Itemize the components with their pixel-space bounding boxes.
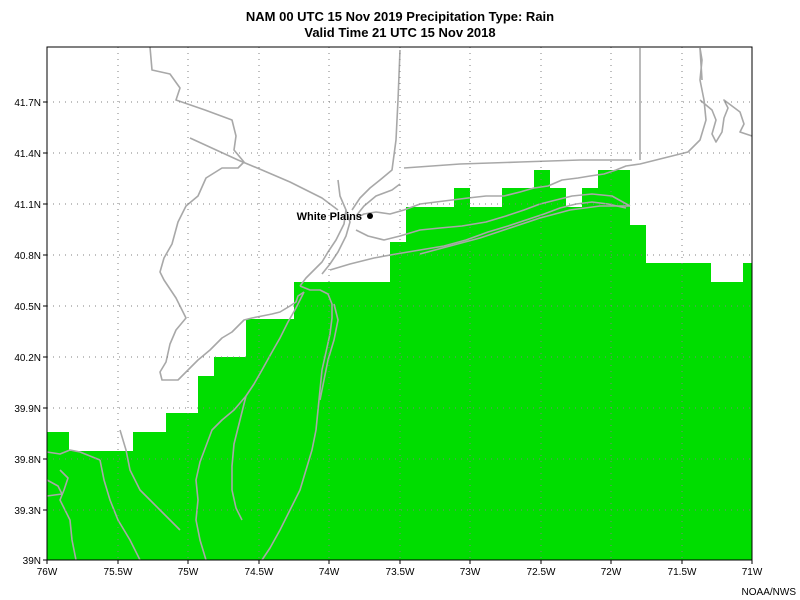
lon-label: 73.5W <box>386 567 415 578</box>
coastline <box>319 303 339 401</box>
coastline <box>261 285 333 561</box>
lat-label: 40.2N <box>14 353 41 364</box>
lon-label: 72W <box>601 567 622 578</box>
longitude-labels: 76W 75.5W 75W 74.5W 74W 73.5W 73W 72.5W 72W 71.5W… <box>37 567 763 578</box>
lon-label: 71.5W <box>668 567 697 578</box>
axis-ticks <box>43 101 753 564</box>
city-marker: White Plains <box>297 211 373 223</box>
state-boundary <box>351 49 401 211</box>
lat-label: 39.8N <box>14 455 41 466</box>
lon-label: 75W <box>178 567 199 578</box>
lon-label: 74.5W <box>245 567 274 578</box>
lon-label: 71W <box>742 567 763 578</box>
lat-label: 39N <box>23 556 41 567</box>
coastline <box>419 205 630 255</box>
map-title: NAM 00 UTC 15 Nov 2019 Precipitation Typ… <box>0 9 800 41</box>
latitude-labels: 41.7N 41.4N 41.1N 40.8N 40.5N 40.2N 39.9N 39.8N… <box>14 98 41 567</box>
lon-label: 72.5W <box>527 567 556 578</box>
delaware-river <box>195 291 305 561</box>
state-boundary <box>699 47 703 81</box>
lat-label: 41.7N <box>14 98 41 109</box>
coastline <box>329 201 627 271</box>
boundary-lines <box>46 46 753 561</box>
coastline <box>46 479 63 497</box>
city-label: White Plains <box>297 211 362 223</box>
coastline <box>59 469 77 561</box>
lon-label: 76W <box>37 567 58 578</box>
state-boundary <box>189 137 339 211</box>
hudson-river <box>321 209 351 275</box>
lat-label: 41.4N <box>14 149 41 160</box>
title-line-1: NAM 00 UTC 15 Nov 2019 Precipitation Typ… <box>245 9 555 24</box>
state-boundary <box>355 183 401 217</box>
lat-label: 39.9N <box>14 404 41 415</box>
lat-label: 39.3N <box>14 506 41 517</box>
lat-label: 41.1N <box>14 200 41 211</box>
state-boundary <box>403 159 632 169</box>
title-line-2: Valid Time 21 UTC 15 Nov 2018 <box>304 25 496 40</box>
coastline <box>355 193 631 241</box>
city-dot <box>367 213 373 219</box>
coastline <box>119 429 181 531</box>
state-boundary <box>46 449 101 461</box>
lat-label: 40.5N <box>14 302 41 313</box>
lat-label: 40.8N <box>14 251 41 262</box>
hudson-river <box>299 179 347 287</box>
lon-label: 74W <box>319 567 340 578</box>
coastline <box>355 47 707 219</box>
coastline <box>99 459 141 561</box>
lon-label: 75.5W <box>104 567 133 578</box>
state-boundary <box>149 46 305 381</box>
lon-label: 73W <box>460 567 481 578</box>
coastline <box>699 99 753 143</box>
delaware-river <box>231 395 247 521</box>
credit-text: NOAA/NWS <box>741 587 796 598</box>
